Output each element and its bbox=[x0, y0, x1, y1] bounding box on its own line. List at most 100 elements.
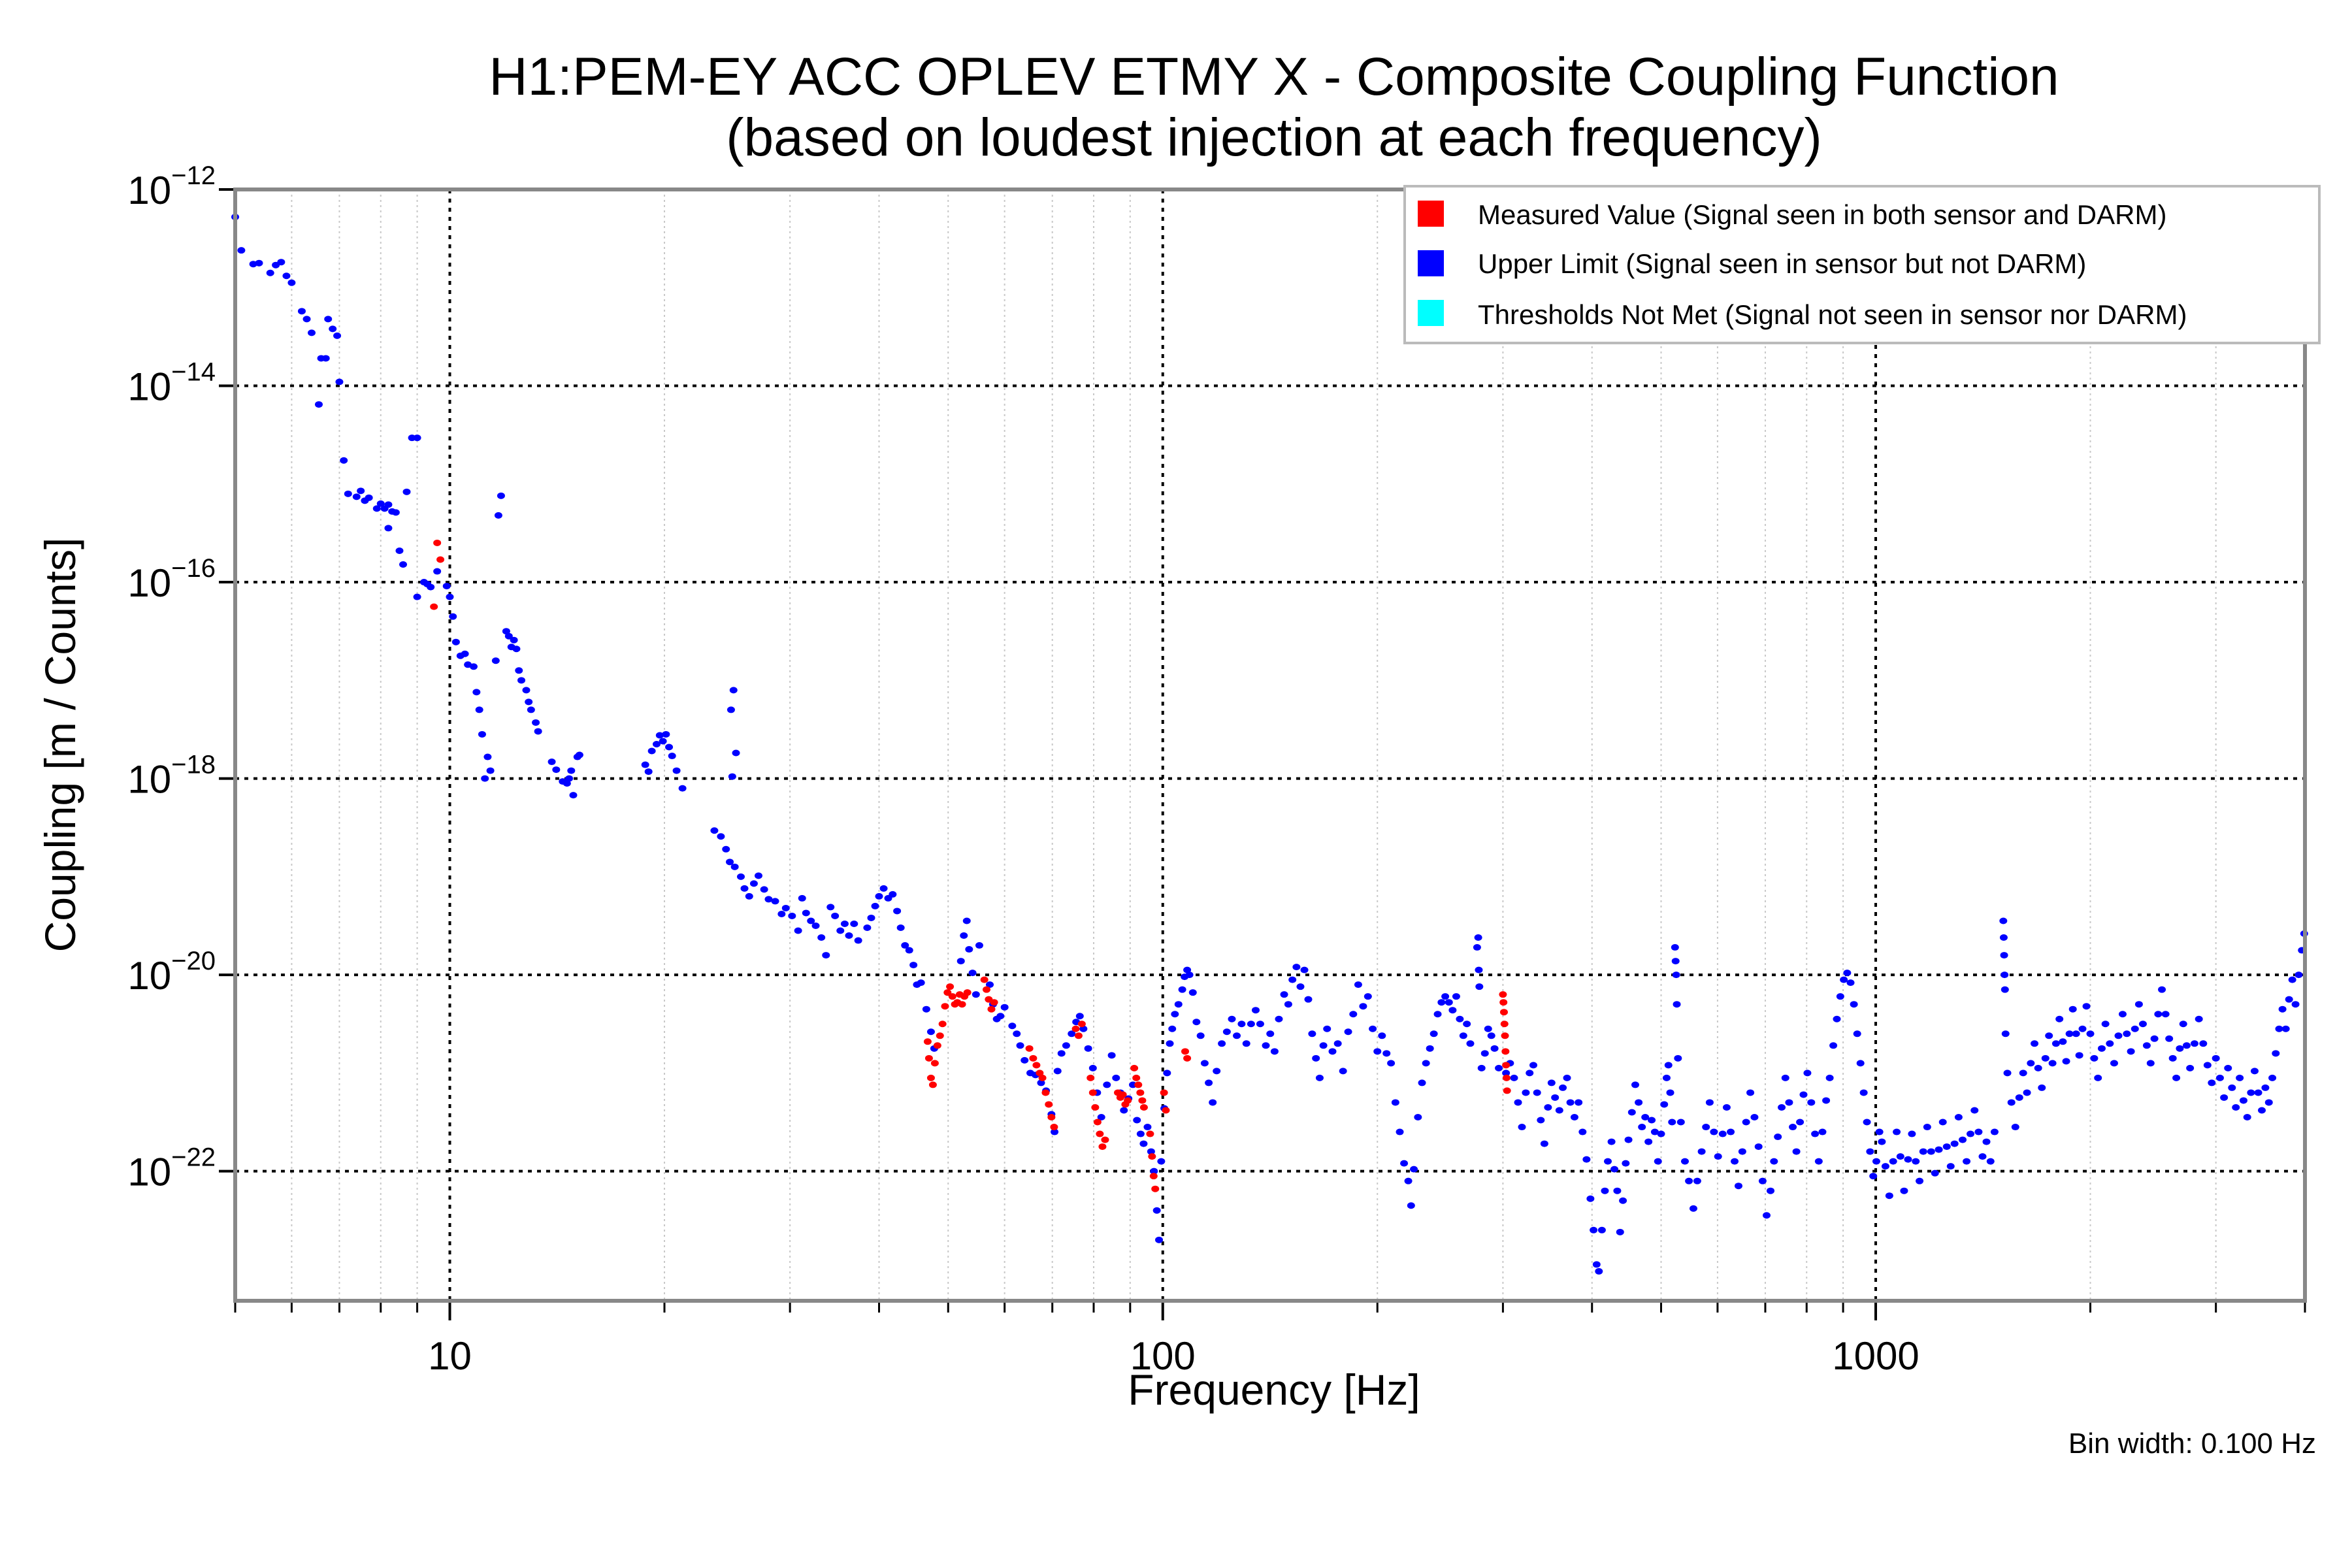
upper-limit-point bbox=[807, 917, 815, 924]
upper-limit-point bbox=[1566, 1099, 1575, 1106]
upper-limit-point bbox=[2101, 1021, 2110, 1028]
upper-limit-point bbox=[1205, 1079, 1213, 1086]
upper-limit-point bbox=[1308, 1030, 1316, 1037]
upper-limit-point bbox=[2165, 1035, 2174, 1042]
upper-limit-point bbox=[1304, 996, 1313, 1003]
y-tick-base: 10 bbox=[127, 561, 171, 605]
upper-limit-point bbox=[1714, 1153, 1722, 1160]
measured-value-point bbox=[1124, 1097, 1132, 1104]
bin-width-note: Bin width: 0.100 Hz bbox=[2068, 1428, 2316, 1460]
upper-limit-point bbox=[1107, 1052, 1116, 1059]
upper-limit-point bbox=[2038, 1084, 2046, 1091]
upper-limit-point bbox=[1796, 1119, 1805, 1126]
upper-limit-point bbox=[395, 547, 404, 554]
upper-limit-point bbox=[659, 738, 667, 745]
upper-limit-point bbox=[1051, 1128, 1059, 1135]
y-tick-label: 10−22 bbox=[127, 1143, 216, 1194]
measured-value-point bbox=[1032, 1062, 1041, 1069]
upper-limit-point bbox=[1999, 917, 2008, 924]
upper-limit-point bbox=[1166, 1040, 1174, 1047]
y-tick-base: 10 bbox=[127, 954, 171, 998]
upper-limit-point bbox=[451, 638, 460, 645]
upper-limit-point bbox=[2272, 1050, 2280, 1057]
upper-limit-point bbox=[802, 909, 810, 917]
upper-limit-point bbox=[1693, 1177, 1701, 1184]
upper-limit-point bbox=[1364, 993, 1372, 1000]
upper-limit-point bbox=[2158, 986, 2166, 993]
upper-limit-point bbox=[399, 561, 408, 568]
upper-limit-point bbox=[1889, 1158, 1897, 1165]
upper-limit-point bbox=[2072, 1030, 2080, 1037]
upper-limit-point bbox=[534, 728, 542, 735]
upper-limit-point bbox=[2291, 1001, 2300, 1008]
upper-limit-point bbox=[1896, 1153, 1904, 1160]
upper-limit-point bbox=[1016, 1042, 1024, 1049]
upper-limit-point bbox=[1502, 1070, 1511, 1077]
upper-limit-point bbox=[1959, 1136, 1967, 1143]
upper-limit-point bbox=[1284, 1001, 1292, 1008]
upper-limit-point bbox=[575, 751, 583, 759]
upper-limit-point bbox=[1836, 993, 1844, 1000]
upper-limit-point bbox=[2034, 1064, 2042, 1071]
upper-limit-point bbox=[960, 932, 968, 939]
y-tick-base: 10 bbox=[127, 1151, 171, 1194]
upper-limit-point bbox=[1912, 1158, 1920, 1165]
upper-limit-point bbox=[1328, 1048, 1337, 1055]
upper-limit-point bbox=[2278, 1005, 2287, 1013]
upper-limit-point bbox=[1931, 1169, 1939, 1177]
measured-value-point bbox=[948, 993, 956, 1000]
y-tick-exponent: −20 bbox=[171, 947, 216, 975]
upper-limit-point bbox=[1300, 966, 1309, 973]
upper-limit-point bbox=[1627, 1109, 1636, 1116]
upper-limit-point bbox=[668, 753, 676, 760]
upper-limit-point bbox=[1818, 1128, 1827, 1135]
upper-limit-point bbox=[1811, 1130, 1820, 1137]
upper-limit-point bbox=[1840, 976, 1848, 983]
upper-limit-point bbox=[449, 613, 457, 620]
x-tick-label: 1000 bbox=[1832, 1334, 1919, 1378]
upper-limit-point bbox=[822, 952, 830, 959]
upper-limit-point bbox=[717, 833, 725, 840]
upper-limit-point bbox=[2001, 972, 2009, 979]
upper-limit-point bbox=[1746, 1089, 1755, 1096]
upper-limit-point bbox=[893, 907, 902, 915]
upper-limit-point bbox=[1410, 1166, 1418, 1173]
upper-limit-point bbox=[1974, 1128, 1983, 1135]
upper-limit-point bbox=[486, 767, 495, 774]
upper-limit-point bbox=[1923, 1124, 1931, 1131]
upper-limit-point bbox=[2118, 1011, 2127, 1018]
measured-value-point bbox=[958, 1001, 966, 1008]
upper-limit-point bbox=[2168, 1054, 2177, 1062]
upper-limit-point bbox=[1846, 979, 1855, 987]
measured-value-point bbox=[1096, 1130, 1104, 1137]
upper-limit-point bbox=[1582, 1156, 1591, 1163]
upper-limit-point bbox=[2031, 1040, 2039, 1047]
upper-limit-point bbox=[1869, 1173, 1878, 1180]
measured-value-point bbox=[1499, 991, 1507, 998]
upper-limit-point bbox=[1426, 1045, 1434, 1052]
upper-limit-point bbox=[1441, 993, 1450, 1000]
upper-limit-point bbox=[1843, 970, 1852, 977]
x-tick-label: 100 bbox=[1130, 1334, 1196, 1378]
upper-limit-point bbox=[1143, 1124, 1152, 1131]
upper-limit-point bbox=[1592, 1261, 1601, 1268]
upper-limit-point bbox=[1136, 1130, 1145, 1137]
upper-limit-point bbox=[515, 667, 523, 674]
upper-limit-point bbox=[2161, 1011, 2170, 1018]
upper-limit-point bbox=[237, 247, 246, 254]
upper-limit-point bbox=[1120, 1107, 1128, 1114]
upper-limit-point bbox=[1466, 1040, 1475, 1047]
upper-limit-point bbox=[1563, 1074, 1571, 1081]
measured-value-point bbox=[1038, 1074, 1047, 1081]
upper-limit-point bbox=[909, 962, 918, 969]
upper-limit-point bbox=[1829, 1042, 1838, 1049]
upper-limit-point bbox=[956, 958, 965, 965]
upper-limit-point bbox=[1456, 1015, 1464, 1022]
measured-value-point bbox=[1074, 1032, 1083, 1039]
upper-limit-point bbox=[1437, 999, 1446, 1006]
upper-limit-point bbox=[2015, 1094, 2023, 1101]
upper-limit-point bbox=[461, 650, 469, 657]
upper-limit-point bbox=[1296, 983, 1305, 990]
upper-limit-point bbox=[1452, 993, 1460, 1000]
upper-limit-point bbox=[1616, 1228, 1624, 1235]
